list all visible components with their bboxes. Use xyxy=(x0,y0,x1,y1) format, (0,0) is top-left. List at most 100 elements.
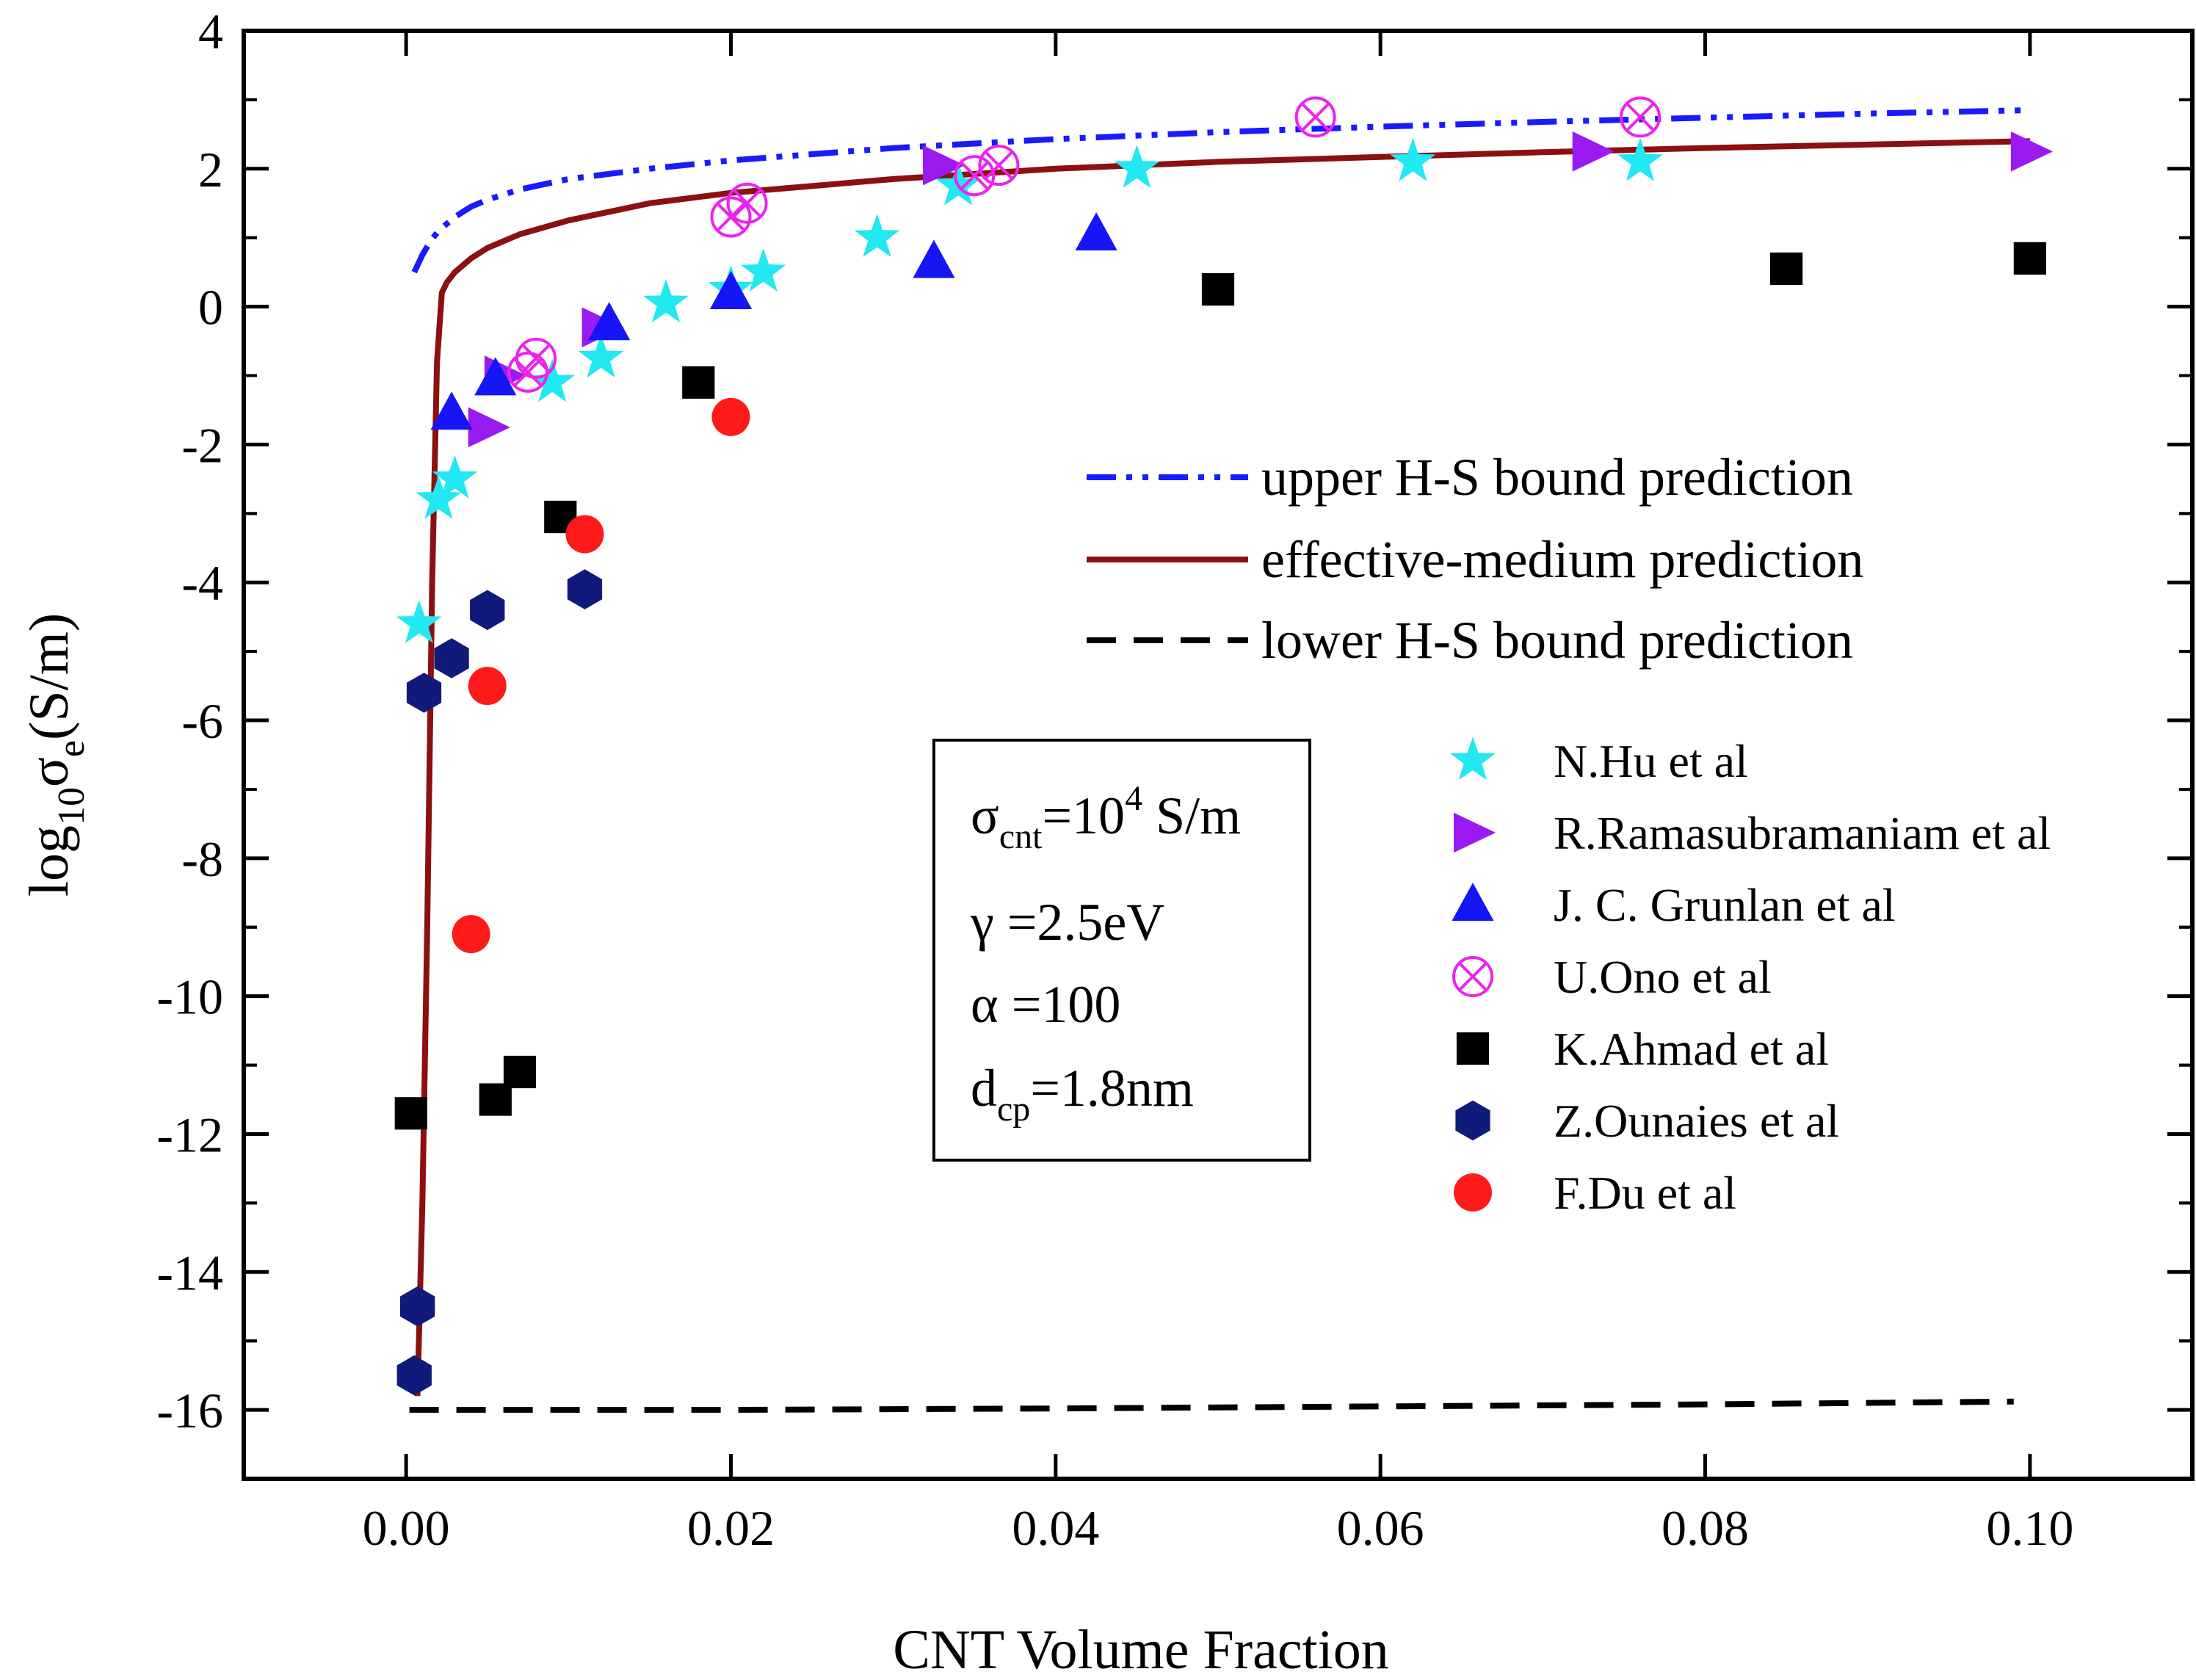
point-ono-cross-b xyxy=(513,358,543,387)
y-axis-title-prefix: log xyxy=(18,825,80,897)
point-du xyxy=(468,667,507,706)
param-sigma-eq: =10 xyxy=(1042,786,1125,845)
legend-marker-grunlan xyxy=(1452,883,1494,922)
point-grunlan xyxy=(1075,212,1117,251)
point-grunlan xyxy=(913,239,955,278)
point-ono-ring xyxy=(978,145,1020,187)
legend-label-upper: upper H-S bound prediction xyxy=(1261,448,1853,507)
point-nhu xyxy=(432,455,478,499)
point-grunlan xyxy=(709,270,753,309)
x-axis-ticks: 0.00 0.02 0.04 0.06 0.08 0.10 xyxy=(363,31,2073,1556)
x-tick-label: 0.06 xyxy=(1337,1500,1424,1556)
point-ono-cross-b xyxy=(984,151,1014,180)
point-nhu xyxy=(1114,145,1160,189)
point-ramasubramaniam xyxy=(468,407,510,448)
point-ono-cross-b xyxy=(1300,102,1330,132)
data-points xyxy=(394,96,2054,1396)
y-axis-title-sym: σ xyxy=(18,757,80,787)
point-ono xyxy=(954,155,996,197)
point-ono xyxy=(710,196,752,238)
point-nhu xyxy=(740,248,786,292)
x-axis-title: CNT Volume Fraction xyxy=(893,1619,1389,1680)
param-sigma-sup: 4 xyxy=(1125,779,1142,818)
point-ono xyxy=(726,182,768,224)
point-nhu xyxy=(854,214,900,257)
point-ramasubramaniam xyxy=(923,145,965,186)
point-ono xyxy=(978,145,1020,187)
point-grunlan xyxy=(474,357,517,396)
marker-legend: N.Hu et al R.Ramasubramaniam et al J. C. G… xyxy=(1450,735,2051,1219)
param-dcp: dcp=1.8nm xyxy=(971,1059,1194,1129)
point-ahmad xyxy=(503,1055,537,1089)
point-grunlan xyxy=(588,302,631,341)
point-ono-ring xyxy=(710,196,752,238)
x-tick-label: 0.10 xyxy=(1986,1500,2073,1556)
point-nhu xyxy=(416,476,462,519)
legend-marker-ounaies xyxy=(1455,1100,1490,1141)
point-ono-ring xyxy=(1294,96,1336,138)
point-ono-cross-b xyxy=(1626,102,1655,132)
point-ono-ring xyxy=(1620,96,1662,138)
point-ono xyxy=(1294,96,1336,138)
legend-label-ounaies: Z.Ounaies et al xyxy=(1554,1095,1839,1147)
param-gamma: γ =2.5eV xyxy=(970,893,1164,952)
y-tick-label: -2 xyxy=(181,417,223,473)
point-du xyxy=(565,515,604,554)
y-tick-label: -10 xyxy=(156,969,223,1025)
point-ahmad xyxy=(394,1097,427,1130)
point-ahmad xyxy=(1201,273,1235,306)
y-tick-label: -14 xyxy=(156,1245,223,1300)
point-ono-cross-b xyxy=(521,344,551,373)
legend-label-nhu: N.Hu et al xyxy=(1554,735,1748,787)
legend-marker-ono xyxy=(1452,956,1493,997)
y-tick-label: -12 xyxy=(156,1107,223,1162)
legend-label-ramasubramaniam: R.Ramasubramaniam et al xyxy=(1554,807,2051,859)
legend-marker-ahmad xyxy=(1456,1032,1490,1065)
x-tick-label: 0.00 xyxy=(363,1500,450,1556)
parameter-box: σcnt=104 S/m γ =2.5eV α =100 dcp=1.8nm xyxy=(932,739,1311,1162)
param-dcp-sub: cp xyxy=(997,1090,1030,1129)
point-ono-cross-b xyxy=(716,202,746,232)
y-axis-title: log10σe(S/m) xyxy=(18,613,93,897)
y-axis-title-suffix: (S/m) xyxy=(18,613,80,740)
y-tick-label: 2 xyxy=(198,142,223,198)
param-sigma-sub: cnt xyxy=(999,817,1043,856)
y-axis-title-sub1: 10 xyxy=(51,787,93,825)
x-tick-label: 0.08 xyxy=(1662,1500,1749,1556)
y-tick-label: -6 xyxy=(181,693,223,749)
point-ounaies xyxy=(406,673,442,713)
lower-hs-bound-line xyxy=(409,1398,2014,1413)
point-ounaies xyxy=(396,1355,432,1396)
x-tick-label: 0.04 xyxy=(1012,1500,1099,1556)
point-ounaies xyxy=(470,590,505,631)
point-ahmad xyxy=(2013,242,2046,275)
legend-label-ahmad: K.Ahmad et al xyxy=(1554,1023,1829,1075)
point-nhu xyxy=(643,279,689,323)
point-ramasubramaniam xyxy=(1572,131,1615,172)
point-ahmad xyxy=(1769,252,1803,286)
point-ono-ring xyxy=(726,182,768,224)
point-ramasubramaniam xyxy=(2010,131,2054,172)
point-ono-ring xyxy=(954,155,996,197)
y-tick-label: -8 xyxy=(181,831,223,887)
line-legend: upper H-S bound prediction effective-med… xyxy=(1087,448,1863,670)
point-nhu xyxy=(1390,137,1436,181)
param-alpha: α =100 xyxy=(971,975,1120,1034)
parameter-box-frame xyxy=(932,739,1311,1162)
point-ono-ring xyxy=(515,338,557,380)
point-ono xyxy=(1620,96,1662,138)
point-ahmad xyxy=(479,1083,512,1116)
param-sigma-sym: σ xyxy=(971,786,999,845)
param-sigma-unit: S/m xyxy=(1142,786,1241,845)
point-ahmad xyxy=(682,366,715,399)
legend-marker-ono-cross-b xyxy=(1458,962,1487,991)
param-dcp-rest: =1.8nm xyxy=(1030,1059,1194,1118)
point-ono-cross-b xyxy=(960,161,990,190)
param-sigma-cnt: σcnt=104 S/m xyxy=(971,779,1241,856)
legend-label-effective: effective-medium prediction xyxy=(1261,530,1863,589)
legend-marker-du xyxy=(1454,1173,1492,1212)
point-nhu xyxy=(1617,137,1663,181)
legend-marker-ono-ring xyxy=(1452,956,1493,997)
legend-label-ono: U.Ono et al xyxy=(1554,951,1772,1003)
